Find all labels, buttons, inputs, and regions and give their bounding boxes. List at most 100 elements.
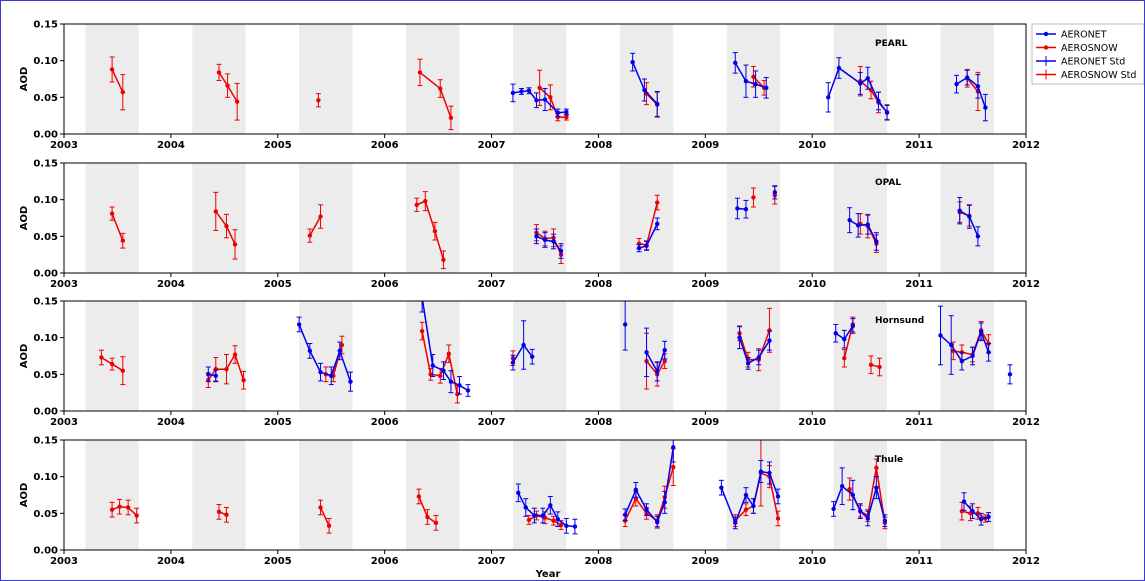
aeronet-point bbox=[564, 523, 569, 528]
aerosnow-point bbox=[441, 257, 446, 262]
aeronet-point bbox=[655, 519, 660, 525]
panel-titles: PEARL OPAL Hornsund Thule bbox=[875, 39, 924, 465]
aeronet-point bbox=[858, 81, 863, 86]
shaded-season-7 bbox=[833, 301, 888, 411]
aeronet-point bbox=[983, 105, 988, 110]
x-tick-label: 2003 bbox=[50, 140, 78, 151]
aerosnow-point bbox=[213, 209, 218, 214]
aeronet-point bbox=[764, 85, 769, 91]
aeronet-point bbox=[441, 368, 446, 373]
aeronet-point bbox=[329, 373, 334, 378]
x-tick-label: 2004 bbox=[157, 279, 185, 290]
aeronet-point bbox=[858, 508, 863, 514]
aeronet-point bbox=[745, 361, 751, 366]
aeronet-point bbox=[753, 81, 758, 87]
aeronet-point bbox=[831, 506, 836, 512]
panel-pearl: 0.00 0.05 0.10 0.15 2003 2004 2005 2006 2007 2008… bbox=[19, 20, 1040, 152]
y-tick-label: 0.00 bbox=[33, 269, 58, 280]
y-axis-label: AOD bbox=[19, 67, 30, 92]
y-tick-label: 0.05 bbox=[33, 93, 58, 104]
aeronet-point bbox=[957, 208, 962, 213]
aeronet-point bbox=[967, 214, 972, 219]
aerosnow-point bbox=[671, 464, 676, 470]
y-tick-label: 0.10 bbox=[33, 472, 58, 483]
aeronet-point bbox=[767, 338, 772, 343]
aerosnow-line bbox=[111, 505, 138, 517]
x-tick-label: 2007 bbox=[478, 279, 506, 290]
aeronet-point bbox=[719, 485, 724, 490]
aeronet-line bbox=[536, 235, 562, 252]
aeronet-point bbox=[743, 492, 749, 498]
aeronet-point bbox=[510, 90, 516, 96]
aerosnow-point bbox=[428, 372, 433, 377]
y-tick-label: 0.05 bbox=[33, 509, 58, 520]
legend-label-aerosnow: AEROSNOW bbox=[1061, 43, 1118, 54]
aeronet-point bbox=[519, 89, 524, 94]
aeronet-point bbox=[555, 517, 561, 522]
aeronet-line bbox=[734, 62, 767, 89]
aeronet-point bbox=[961, 499, 967, 504]
x-axis-label: Year bbox=[535, 569, 561, 580]
aerosnow-point bbox=[662, 358, 667, 364]
legend-marker-aeronet bbox=[1043, 31, 1049, 37]
aeronet-point bbox=[521, 342, 526, 348]
shaded-season-4 bbox=[512, 301, 567, 411]
aeronet-point bbox=[644, 243, 649, 249]
aeronet-point bbox=[874, 239, 879, 244]
plot-area bbox=[109, 185, 981, 270]
aerosnow-point bbox=[120, 368, 125, 373]
y-axis-label: AOD bbox=[19, 344, 30, 369]
x-tick-label: 2012 bbox=[1012, 556, 1040, 567]
x-tick-label: 2008 bbox=[585, 279, 613, 290]
plot-area bbox=[98, 301, 1013, 404]
aerosnow-point bbox=[537, 85, 542, 91]
aeronet-point bbox=[630, 59, 635, 65]
y-tick-label: 0.00 bbox=[33, 130, 58, 141]
y-tick-label: 0.15 bbox=[33, 436, 58, 447]
x-tick-label: 2009 bbox=[691, 417, 719, 428]
aerosnow-point bbox=[751, 195, 756, 200]
x-tick-label: 2010 bbox=[798, 140, 826, 151]
x-tick-label: 2008 bbox=[585, 417, 613, 428]
y-tick-label: 0.15 bbox=[33, 297, 58, 308]
aeronet-point bbox=[756, 355, 761, 360]
aeronet-point bbox=[855, 223, 861, 228]
aeronet-point bbox=[970, 353, 975, 359]
y-tick-label: 0.15 bbox=[33, 20, 58, 31]
shaded-season-6 bbox=[726, 440, 781, 550]
x-tick-label: 2010 bbox=[798, 279, 826, 290]
aerosnow-point bbox=[564, 114, 569, 120]
x-tick-label: 2004 bbox=[157, 417, 185, 428]
aeronet-point bbox=[965, 75, 970, 80]
x-tick-label: 2008 bbox=[585, 140, 613, 151]
aeronet-point bbox=[622, 322, 628, 327]
aeronet-line bbox=[849, 219, 878, 242]
legend: AERONET AEROSNOW AERONET Std AEROSNOW Std bbox=[1031, 23, 1144, 85]
aerosnow-point bbox=[109, 507, 115, 512]
aeronet-point bbox=[743, 207, 749, 212]
aerosnow-point bbox=[438, 373, 443, 378]
panel-hornsund: 0.00 0.05 0.10 0.15 2003 2004 2005 2006 2007 2008… bbox=[19, 297, 1040, 429]
axes-frame bbox=[63, 162, 1027, 274]
shaded-season-1 bbox=[192, 440, 246, 550]
aeronet-point bbox=[534, 234, 539, 239]
aeronet-point bbox=[523, 505, 528, 510]
x-tick-label: 2009 bbox=[691, 279, 719, 290]
aeronet-point bbox=[655, 101, 660, 107]
aerosnow-line bbox=[966, 77, 979, 92]
aeronet-point bbox=[882, 518, 888, 523]
aerosnow-point bbox=[874, 465, 879, 471]
aerosnow-point bbox=[423, 198, 428, 204]
aeronet-point bbox=[826, 95, 831, 100]
aerosnow-point bbox=[842, 356, 847, 361]
aerosnow-line bbox=[843, 324, 854, 359]
aeronet-point bbox=[884, 110, 890, 115]
shaded-season-6 bbox=[726, 301, 781, 411]
aeronet-point bbox=[1007, 372, 1013, 377]
shaded-season-3 bbox=[406, 440, 460, 550]
aeronet-line bbox=[939, 329, 990, 363]
aerosnow-point bbox=[326, 523, 332, 528]
aerosnow-point bbox=[216, 70, 222, 75]
aeronet-point bbox=[850, 323, 856, 329]
